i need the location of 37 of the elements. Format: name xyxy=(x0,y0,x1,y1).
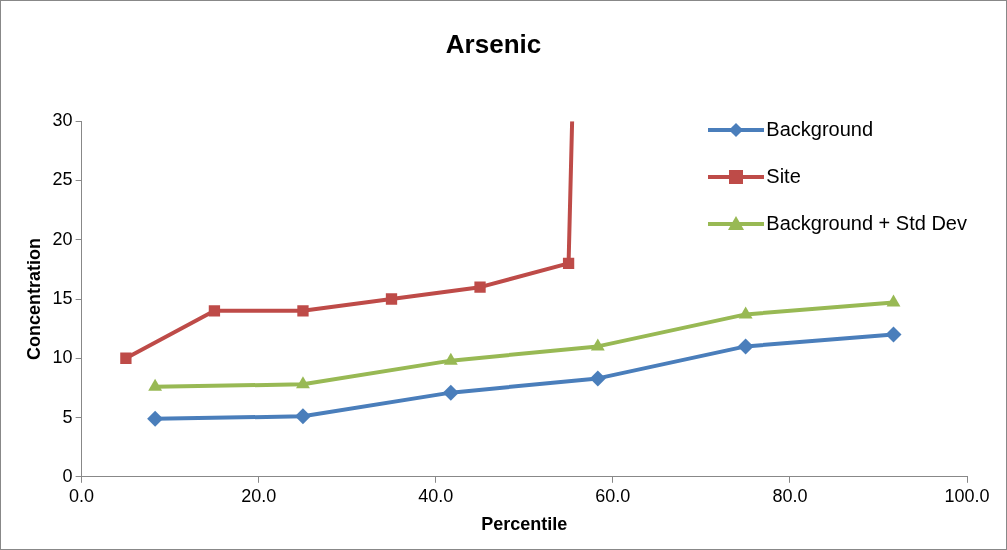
point xyxy=(385,293,398,305)
y-tick-label: 15 xyxy=(52,287,73,308)
point xyxy=(442,384,459,401)
x-tick-label: 80.0 xyxy=(772,485,808,506)
x-tick-label: 20.0 xyxy=(241,485,277,506)
chart-title: Arsenic xyxy=(445,28,542,59)
point xyxy=(297,305,309,317)
point xyxy=(147,410,164,427)
point xyxy=(738,306,753,319)
point xyxy=(474,281,486,293)
y-tick-label: 0 xyxy=(62,465,73,486)
y-tick-label: 30 xyxy=(52,110,73,131)
y-axis-title: Concentration xyxy=(23,237,44,361)
y-tick-label: 10 xyxy=(52,347,73,368)
x-tick-label: 100.0 xyxy=(944,485,990,506)
x-tick-label: 60.0 xyxy=(595,485,631,506)
legend-label: Site xyxy=(766,165,801,188)
x-tick-label: 0.0 xyxy=(69,485,95,506)
legend-label: Background + Std Dev xyxy=(766,212,967,235)
point xyxy=(294,408,311,425)
point xyxy=(562,257,575,270)
legend-label: Background xyxy=(766,118,874,141)
point xyxy=(296,376,310,389)
y-tick-label: 5 xyxy=(62,406,73,427)
point xyxy=(120,352,132,364)
point xyxy=(589,370,606,387)
point xyxy=(886,294,901,307)
point xyxy=(590,338,605,351)
y-tick-label: 20 xyxy=(52,228,73,249)
point xyxy=(443,352,458,365)
y-tick-label: 25 xyxy=(52,169,73,190)
x-tick-label: 40.0 xyxy=(418,485,454,506)
point xyxy=(737,338,754,355)
point xyxy=(885,326,902,343)
x-axis-title: Percentile xyxy=(481,514,568,535)
point xyxy=(148,378,163,391)
point xyxy=(208,305,221,317)
